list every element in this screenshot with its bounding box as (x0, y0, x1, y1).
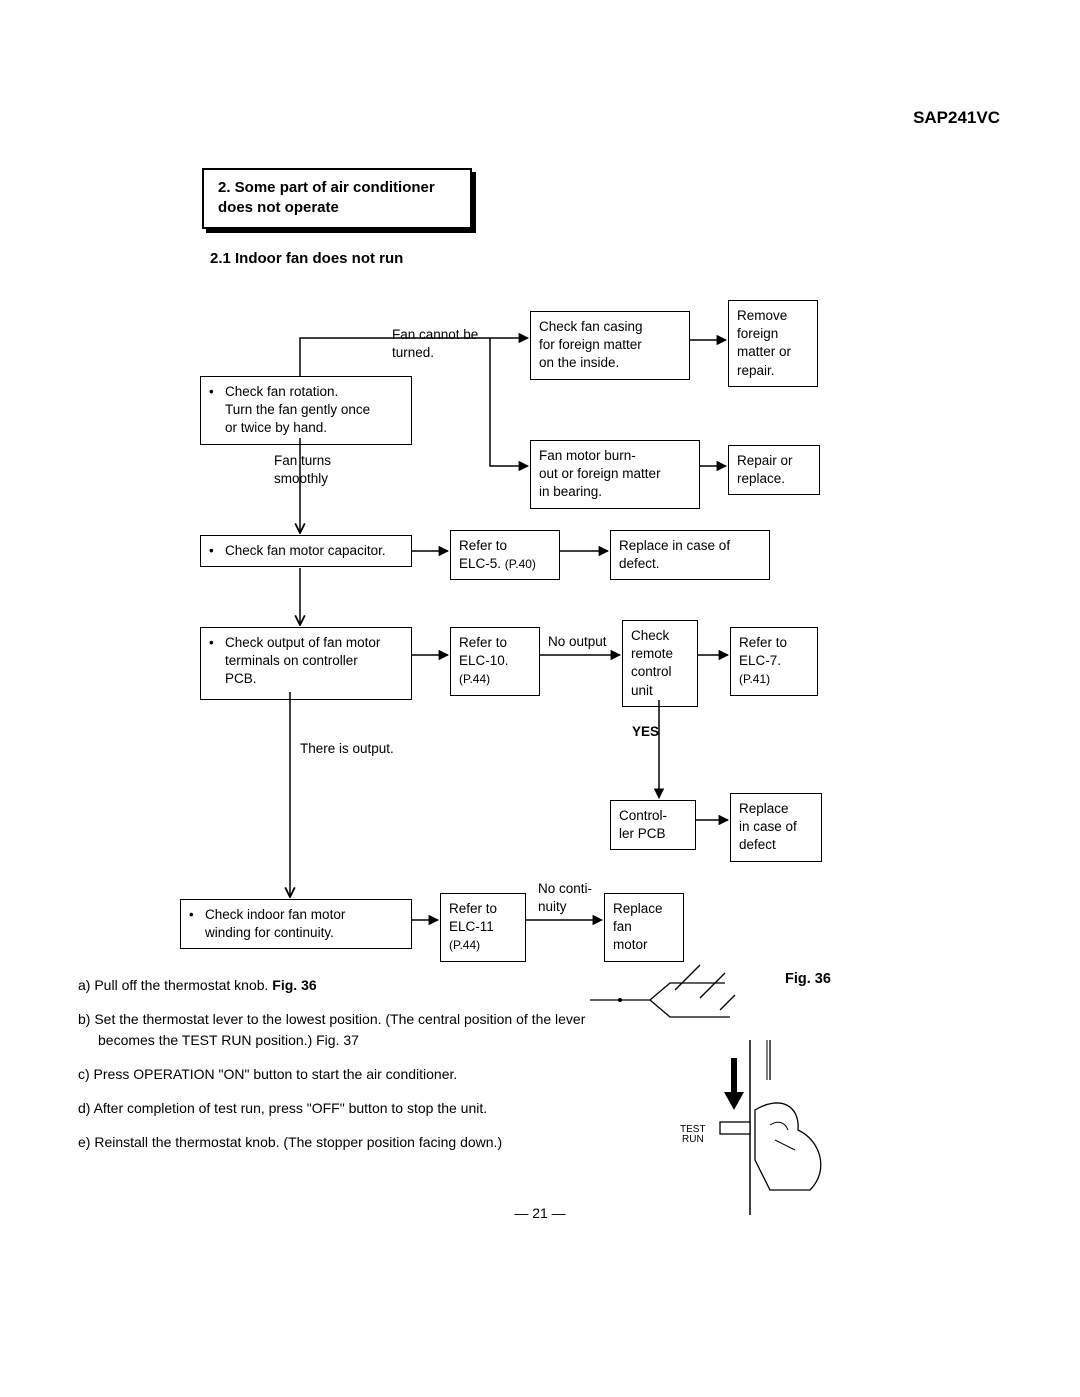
flow-controller-pcb: Control- ler PCB (610, 800, 696, 850)
flow-text: Remove foreign matter or repair. (737, 308, 791, 378)
flow-text: Check indoor fan motor winding for conti… (205, 906, 345, 942)
flow-text: Check remote control unit (631, 628, 673, 698)
flow-text: Check fan motor capacitor. (225, 542, 386, 560)
fig36-label: Fig. 36 (785, 971, 831, 987)
flow-text: Refer to ELC-7. (739, 635, 787, 668)
instruction-d: d) After completion of test run, press "… (78, 1098, 618, 1118)
instruction-list: a) Pull off the thermostat knob. Fig. 36… (78, 975, 618, 1167)
instruction-b: b) Set the thermostat lever to the lowes… (78, 1009, 618, 1050)
flow-text: Fan motor burn- out or foreign matter in… (539, 448, 661, 499)
flow-remove-foreign: Remove foreign matter or repair. (728, 300, 818, 387)
flow-motor-burnout: Fan motor burn- out or foreign matter in… (530, 440, 700, 509)
flow-text: Refer to ELC-10. (459, 635, 509, 668)
flow-text: Refer to ELC-5. (459, 538, 507, 571)
flow-check-casing: Check fan casing for foreign matter on t… (530, 311, 690, 380)
instruction-c: c) Press OPERATION "ON" button to start … (78, 1064, 618, 1084)
flow-refer-elc11: Refer to ELC-11 (P.44) (440, 893, 526, 962)
flow-repair-replace: Repair or replace. (728, 445, 820, 495)
flow-page: (P.44) (449, 938, 480, 952)
label-yes: YES (632, 723, 659, 741)
flow-replace-defect-1: Replace in case of defect. (610, 530, 770, 580)
flow-check-winding: •Check indoor fan motor winding for cont… (180, 899, 412, 949)
flow-text: Replace fan motor (613, 901, 663, 952)
flow-text: Check fan casing for foreign matter on t… (539, 319, 643, 370)
flow-replace-defect-2: Replace in case of defect (730, 793, 822, 862)
flow-text: Check output of fan motor terminals on c… (225, 634, 380, 689)
flow-refer-elc7: Refer to ELC-7. (P.41) (730, 627, 818, 696)
page-number: — 21 — (0, 1205, 1080, 1221)
svg-text:RUN: RUN (682, 1134, 704, 1145)
flow-check-capacitor: •Check fan motor capacitor. (200, 535, 412, 567)
label-no-output: No output (548, 633, 607, 651)
flow-text: Refer to ELC-11 (449, 901, 497, 934)
flow-text: Check fan rotation. Turn the fan gently … (225, 383, 370, 438)
instruction-a: a) Pull off the thermostat knob. Fig. 36 (78, 975, 618, 995)
flow-page: (P.40) (505, 557, 536, 571)
flow-refer-elc10: Refer to ELC-10. (P.44) (450, 627, 540, 696)
flow-text: Repair or replace. (737, 453, 793, 486)
label-there-is-output: There is output. (300, 740, 394, 758)
flow-text: Replace in case of defect. (619, 538, 730, 571)
flow-check-output: •Check output of fan motor terminals on … (200, 627, 412, 700)
instruction-e: e) Reinstall the thermostat knob. (The s… (78, 1132, 618, 1152)
label-fan-cannot-turn: Fan cannot be turned. (392, 326, 478, 361)
label-fan-smooth: Fan turns smoothly (274, 452, 331, 487)
flow-check-fan-rotation: •Check fan rotation. Turn the fan gently… (200, 376, 412, 445)
flow-text: Replace in case of defect (739, 801, 797, 852)
flow-page: (P.44) (459, 672, 490, 686)
fig37-illustration: TEST RUN (670, 1040, 870, 1220)
flow-refer-elc5: Refer to ELC-5. (P.40) (450, 530, 560, 580)
flow-replace-fan-motor: Replace fan motor (604, 893, 684, 962)
section-title-box: 2. Some part of air conditioner does not… (202, 168, 472, 229)
flow-check-remote: Check remote control unit (622, 620, 698, 707)
label-no-continuity: No conti- nuity (538, 880, 592, 915)
flow-page: (P.41) (739, 672, 770, 686)
model-number: SAP241VC (913, 108, 1000, 128)
flowchart-arrows (0, 0, 1080, 1397)
flow-text: Control- ler PCB (619, 808, 667, 841)
page: SAP241VC 2. Some part of air conditioner… (0, 0, 1080, 1397)
subsection-heading: 2.1 Indoor fan does not run (210, 250, 403, 267)
